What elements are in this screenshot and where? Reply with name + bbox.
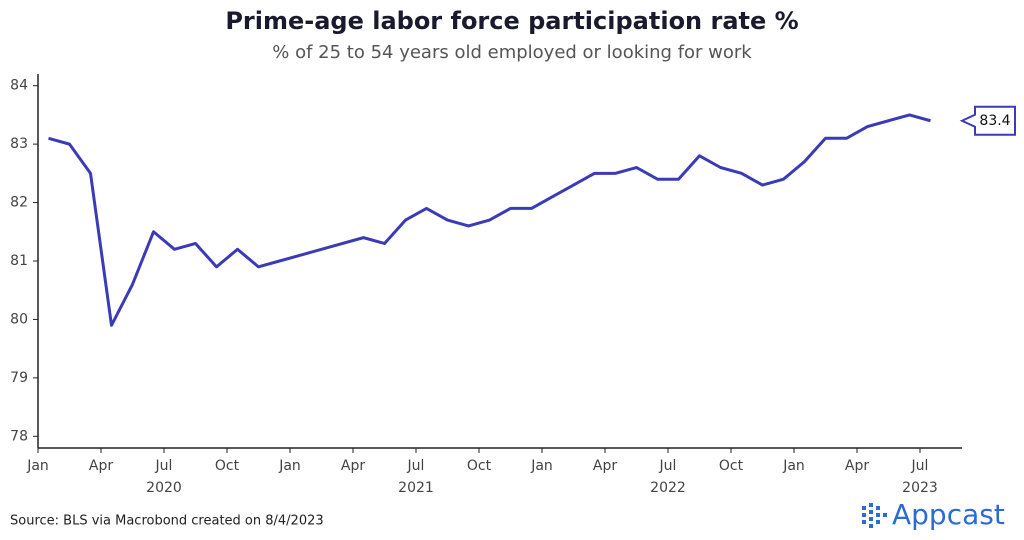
chart-title: Prime-age labor force participation rate…: [225, 7, 798, 35]
y-tick-label: 80: [10, 311, 28, 327]
x-tick-label: Jul: [911, 458, 929, 474]
end-callout: [959, 105, 1016, 136]
source-note: Source: BLS via Macrobond created on 8/4…: [10, 514, 324, 529]
data-line: [48, 113, 931, 327]
x-tick-label: Oct: [719, 458, 744, 474]
y-tick-label: 81: [10, 253, 28, 269]
logo-text: Appcast: [892, 498, 1005, 531]
x-year-label: 2022: [650, 480, 686, 496]
x-year-label: 2021: [398, 480, 434, 496]
y-tick-label: 82: [10, 195, 28, 211]
x-tick-label: Jan: [782, 458, 805, 474]
x-year-label: 2023: [902, 480, 938, 496]
chart-subtitle: % of 25 to 54 years old employed or look…: [272, 42, 752, 63]
x-tick-label: Jan: [26, 458, 49, 474]
x-tick-label: Jul: [659, 458, 677, 474]
y-tick-label: 84: [10, 78, 28, 94]
logo-icon: [862, 503, 887, 528]
x-tick-label: Jul: [155, 458, 173, 474]
x-tick-label: Jul: [407, 458, 425, 474]
x-tick-label: Oct: [467, 458, 492, 474]
y-tick-label: 79: [10, 370, 28, 386]
end-value-label: 83.4: [979, 113, 1010, 129]
x-tick-label: Apr: [89, 458, 113, 474]
x-tick-label: Apr: [845, 458, 869, 474]
y-tick-label: 83: [10, 136, 28, 152]
x-tick-label: Oct: [215, 458, 240, 474]
x-tick-label: Jan: [530, 458, 553, 474]
y-tick-label: 78: [10, 428, 28, 444]
x-tick-label: Jan: [278, 458, 301, 474]
x-tick-label: Apr: [593, 458, 617, 474]
x-tick-label: Apr: [341, 458, 365, 474]
x-year-label: 2020: [146, 480, 182, 496]
